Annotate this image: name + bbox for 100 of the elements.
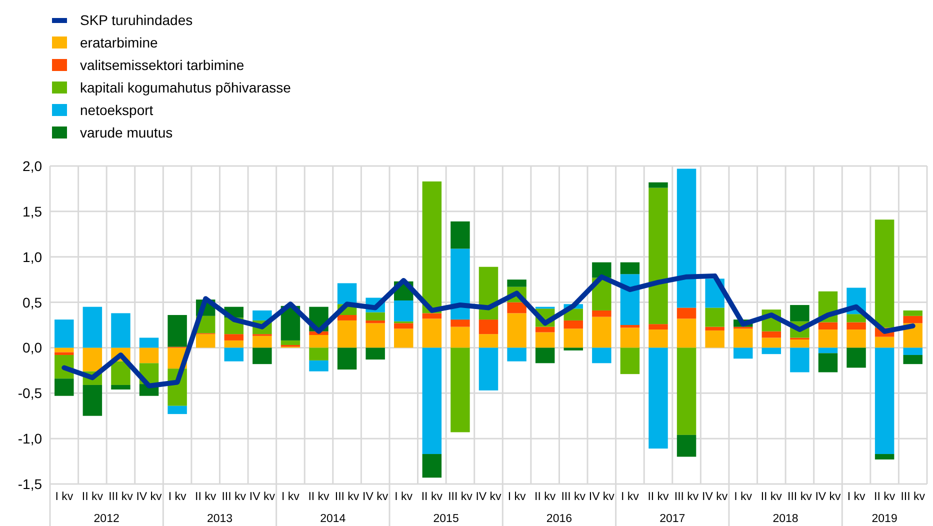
bar	[705, 308, 724, 327]
bar	[620, 328, 640, 348]
bar	[450, 348, 470, 432]
bar	[507, 313, 526, 348]
legend-label: varude muutus	[80, 124, 173, 140]
bar	[535, 326, 555, 332]
bar	[82, 306, 102, 348]
bar	[620, 325, 640, 328]
y-tick-label: -0,5	[18, 385, 42, 402]
bar	[790, 348, 810, 372]
bar	[309, 334, 328, 348]
y-tick-label: -1,0	[18, 430, 42, 447]
bar	[478, 334, 498, 348]
bar	[903, 348, 922, 355]
bar	[82, 384, 102, 416]
bar	[648, 182, 668, 188]
bar	[535, 332, 555, 348]
bar	[733, 328, 753, 348]
bar	[366, 348, 385, 360]
bar	[874, 348, 894, 454]
bar	[676, 318, 696, 348]
x-tick-label: II kv	[874, 491, 896, 503]
bar	[874, 454, 894, 460]
x-tick-label: II kv	[82, 491, 104, 503]
x-tick-label: IV kv	[249, 491, 276, 503]
bar	[478, 320, 498, 334]
text: 2016	[546, 513, 572, 525]
y-tick-label: 2,0	[22, 158, 42, 174]
x-tick-label: III kv	[900, 491, 926, 503]
bar	[309, 360, 328, 372]
x-tick-label: I kv	[282, 491, 300, 503]
bar	[818, 353, 838, 372]
bar	[762, 331, 782, 338]
bar	[564, 348, 583, 350]
bar	[450, 248, 470, 320]
bar	[337, 320, 357, 348]
bar	[54, 348, 74, 352]
x-tick-label: I kv	[508, 491, 526, 503]
bar	[874, 220, 894, 328]
bar	[111, 361, 130, 385]
bar	[705, 330, 724, 348]
bar	[252, 336, 272, 348]
bar	[535, 348, 555, 364]
y-tick-label: 1,0	[22, 248, 42, 265]
bar	[620, 348, 640, 374]
bar	[507, 348, 526, 362]
bar	[111, 313, 130, 348]
bar	[478, 348, 498, 390]
bar	[874, 336, 894, 348]
bar	[450, 326, 470, 348]
bar	[592, 348, 612, 364]
x-tick-label: I kv	[621, 491, 640, 503]
bar	[366, 320, 385, 324]
bar	[818, 348, 838, 354]
bar	[337, 315, 357, 320]
bar	[366, 312, 385, 320]
legend-label: SKP turuhindades	[80, 12, 193, 28]
x-tick-label: II kv	[195, 491, 216, 503]
bar	[337, 283, 357, 304]
bar	[705, 326, 724, 330]
x-tick-label: IV kv	[136, 491, 162, 503]
bar	[903, 316, 922, 324]
y-tick-label: 0,5	[22, 294, 42, 310]
bar	[762, 338, 782, 348]
x-tick-label: I kv	[394, 491, 413, 503]
text: 2019	[872, 513, 898, 525]
bar	[168, 315, 187, 347]
bar	[507, 280, 526, 287]
bar	[592, 262, 612, 278]
bar	[139, 348, 159, 364]
bar	[903, 354, 922, 364]
x-tick-label: II kv	[760, 491, 782, 503]
bar	[422, 313, 442, 319]
bar	[111, 384, 130, 390]
bar	[422, 181, 442, 314]
x-tick-label: IV kv	[476, 491, 502, 503]
bar	[54, 352, 74, 355]
bar	[648, 348, 668, 449]
x-tick-label: III kv	[222, 491, 246, 503]
text: 2018	[772, 513, 798, 525]
legend-label: netoeksport	[80, 102, 154, 118]
bar	[168, 406, 187, 414]
bar	[846, 330, 866, 348]
bar	[224, 348, 244, 362]
bar	[252, 310, 272, 320]
text: 2017	[660, 513, 686, 525]
bar	[450, 320, 470, 327]
bar	[846, 348, 866, 368]
y-tick-label: 1,5	[22, 203, 42, 220]
bar	[337, 348, 357, 370]
bar	[676, 434, 696, 457]
bar	[280, 340, 300, 345]
bar	[564, 328, 583, 348]
x-tick-label: III kv	[674, 491, 699, 503]
bar	[366, 323, 385, 348]
y-tick-label: 0,0	[22, 340, 42, 356]
x-tick-label: II kv	[421, 491, 443, 503]
bar	[903, 310, 922, 316]
x-tick-label: I kv	[168, 491, 186, 503]
bar	[733, 348, 753, 359]
